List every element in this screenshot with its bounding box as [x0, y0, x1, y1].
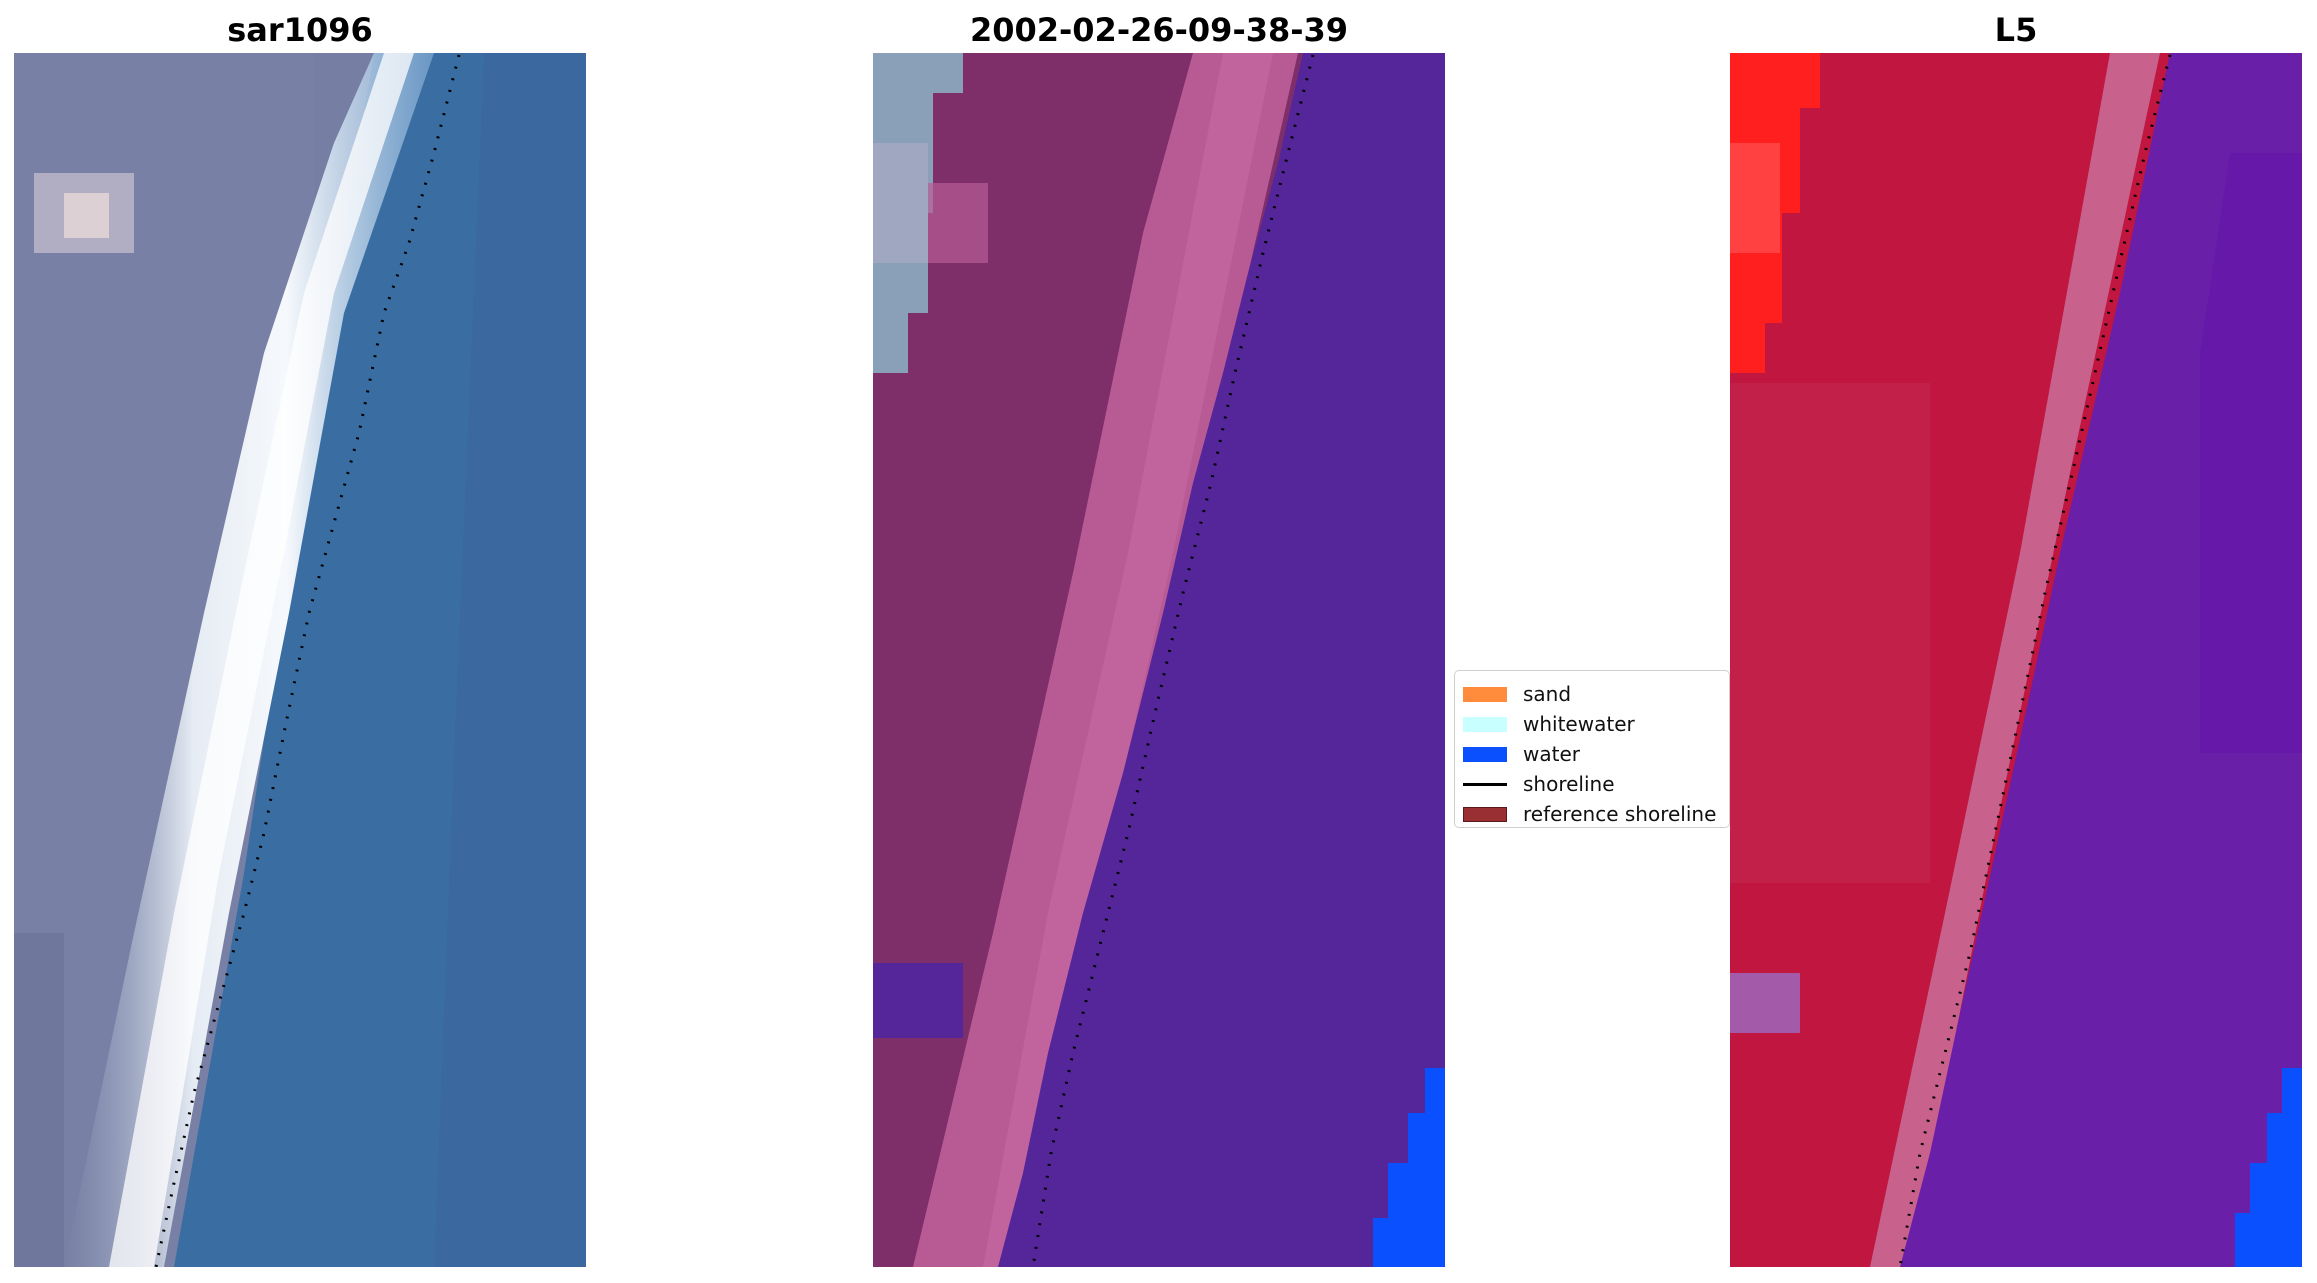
class-sea-area [998, 53, 1445, 1267]
false-color-image [1730, 53, 2302, 1267]
rgb-image-panel [14, 53, 586, 1267]
legend-item-whitewater: whitewater [1463, 709, 1721, 739]
panel-title-false-color: L5 [1994, 11, 2038, 49]
legend-swatch-shoreline [1463, 782, 1507, 786]
classification-panel [873, 53, 1445, 1267]
fc-water-area [2235, 1068, 2302, 1267]
false-color-panel [1730, 53, 2302, 1267]
fc-shoreline [1898, 54, 2172, 1267]
legend-label-sand: sand [1523, 682, 1572, 706]
rgb-image [14, 53, 586, 1267]
rgb-shoreline [154, 54, 461, 1267]
legend-swatch-sand [1463, 686, 1507, 702]
legend-swatch-reference-shoreline [1463, 806, 1507, 822]
panel-title-rgb: sar1096 [227, 11, 373, 49]
legend: sand whitewater water shoreline referenc… [1454, 670, 1730, 828]
panel-title-classification: 2002-02-26-09-38-39 [969, 11, 1349, 49]
legend-label-whitewater: whitewater [1523, 712, 1635, 736]
legend-item-shoreline: shoreline [1463, 769, 1721, 799]
legend-label-reference-shoreline: reference shoreline [1523, 802, 1717, 826]
legend-swatch-whitewater [1463, 716, 1507, 732]
class-sea-patch [873, 963, 963, 1038]
classification-image [873, 53, 1445, 1267]
legend-item-sand: sand [1463, 679, 1721, 709]
legend-item-water: water [1463, 739, 1721, 769]
class-water-area [1373, 1068, 1445, 1267]
legend-swatch-water [1463, 746, 1507, 762]
legend-item-reference-shoreline: reference shoreline [1463, 799, 1721, 829]
legend-label-water: water [1523, 742, 1580, 766]
legend-label-shoreline: shoreline [1523, 772, 1615, 796]
